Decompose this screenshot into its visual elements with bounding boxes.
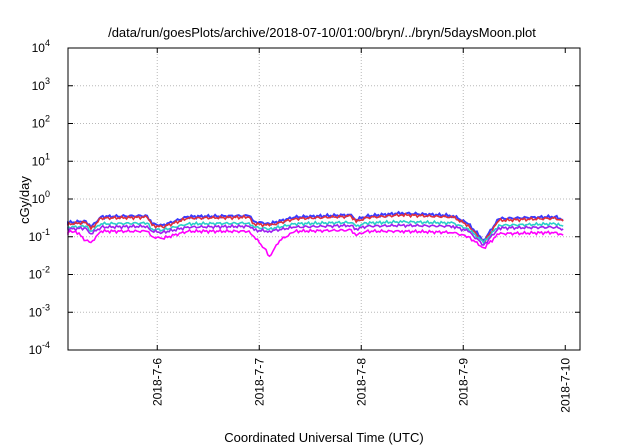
y-tick-exponent: -3 (42, 302, 50, 312)
x-axis-label: Coordinated Universal Time (UTC) (224, 430, 423, 445)
y-tick-label: 10-2 (29, 265, 50, 282)
y-tick-exponent: -1 (42, 227, 50, 237)
series-line (67, 219, 564, 245)
grid (68, 48, 580, 350)
x-tick-label: 2018-7-8 (354, 358, 368, 406)
y-tick-exponent: -4 (42, 340, 50, 350)
series-layer (67, 210, 564, 258)
y-tick-exponent: -2 (42, 265, 50, 275)
chart-title: /data/run/goesPlots/archive/2018-07-10/0… (108, 25, 536, 40)
x-tick-label: 2018-7-10 (558, 358, 572, 413)
y-tick-exponent: 3 (45, 76, 50, 86)
y-tick-exponent: 0 (45, 189, 50, 199)
y-axis-label: cGy/day (17, 176, 32, 224)
x-tick-label: 2018-7-7 (252, 358, 266, 406)
x-tick-label: 2018-7-6 (150, 358, 164, 406)
series-line (67, 228, 564, 258)
x-axis: 2018-7-6 2018-7-7 2018-7-8 2018-7-9 2018-7-1… (150, 48, 572, 413)
y-tick-label: 102 (32, 114, 50, 131)
x-tick-label: 2018-7-9 (456, 358, 470, 406)
y-tick-exponent: 4 (45, 38, 50, 48)
y-tick-exponent: 2 (45, 114, 50, 124)
y-tick-label: 10-4 (29, 340, 50, 357)
y-tick-label: 100 (32, 189, 50, 206)
y-tick-label: 103 (32, 76, 50, 93)
y-tick-label: 10-1 (29, 227, 50, 244)
y-tick-exponent: 1 (45, 151, 50, 161)
y-tick-label: 10-3 (29, 302, 50, 319)
y-tick-label: 101 (32, 151, 50, 168)
series-line (67, 222, 564, 246)
y-tick-label: 104 (32, 38, 50, 55)
